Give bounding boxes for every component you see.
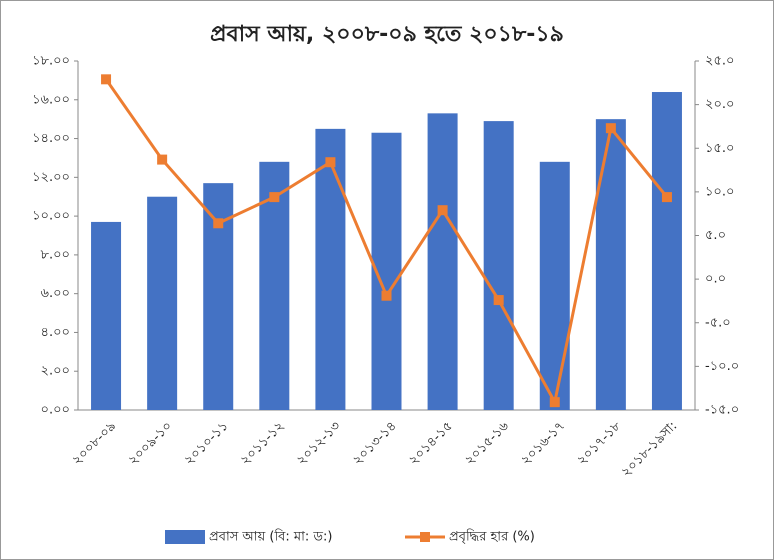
y-tick-label: ১৮.০০ [32, 54, 70, 69]
line-marker [325, 157, 336, 168]
line-marker [157, 154, 168, 165]
bar [651, 92, 682, 411]
bar [483, 121, 514, 410]
y2-tick-label: -১৫.০ [705, 403, 739, 418]
line-marker [437, 205, 448, 216]
y2-tick-label: -১০.০ [705, 359, 739, 374]
y-tick-label: ২.০০ [41, 364, 71, 379]
y-tick-label: ০.০০ [41, 403, 71, 418]
legend-swatch [165, 530, 205, 544]
y2-tick-label: ১০.০ [705, 184, 734, 199]
y-tick-label: ১৪.০০ [32, 131, 70, 146]
bar [427, 113, 458, 410]
bar [315, 128, 346, 410]
line-marker [549, 397, 560, 408]
line-marker [101, 74, 112, 85]
y2-tick-label: -৫.০ [705, 315, 731, 330]
y2-tick-label: ২০.০ [705, 97, 735, 112]
bar [91, 221, 122, 410]
legend-swatch [420, 532, 430, 542]
y-tick-label: ৪.০০ [41, 325, 70, 340]
y2-tick-label: ২৫.০ [705, 54, 734, 69]
y-tick-label: ৮.০০ [41, 247, 70, 262]
line-marker [661, 192, 672, 203]
y2-tick-label: ৫.০ [705, 228, 726, 243]
y2-tick-label: ০.০ [705, 272, 726, 287]
y-tick-label: ১৬.০০ [32, 92, 70, 107]
bar [147, 196, 178, 410]
chart-title: প্রবাস আয়, ২০০৮-০৯ হতে ২০১৮-১৯ [210, 22, 564, 47]
line-marker [213, 218, 224, 229]
y-tick-label: ১২.০০ [32, 170, 70, 185]
y-tick-label: ৬.০০ [41, 286, 71, 301]
line-marker [493, 295, 504, 306]
bar [539, 161, 570, 410]
legend-label: প্রবাস আয় (বি: মা: ড:) [209, 529, 332, 545]
legend-label: প্রবৃদ্ধির হার (%) [449, 529, 535, 545]
y2-tick-label: ১৫.০ [705, 141, 734, 156]
y-tick-label: ১০.০০ [32, 209, 70, 224]
line-marker [381, 290, 392, 301]
line-marker [605, 123, 616, 134]
bar [595, 119, 626, 411]
line-marker [269, 192, 280, 203]
